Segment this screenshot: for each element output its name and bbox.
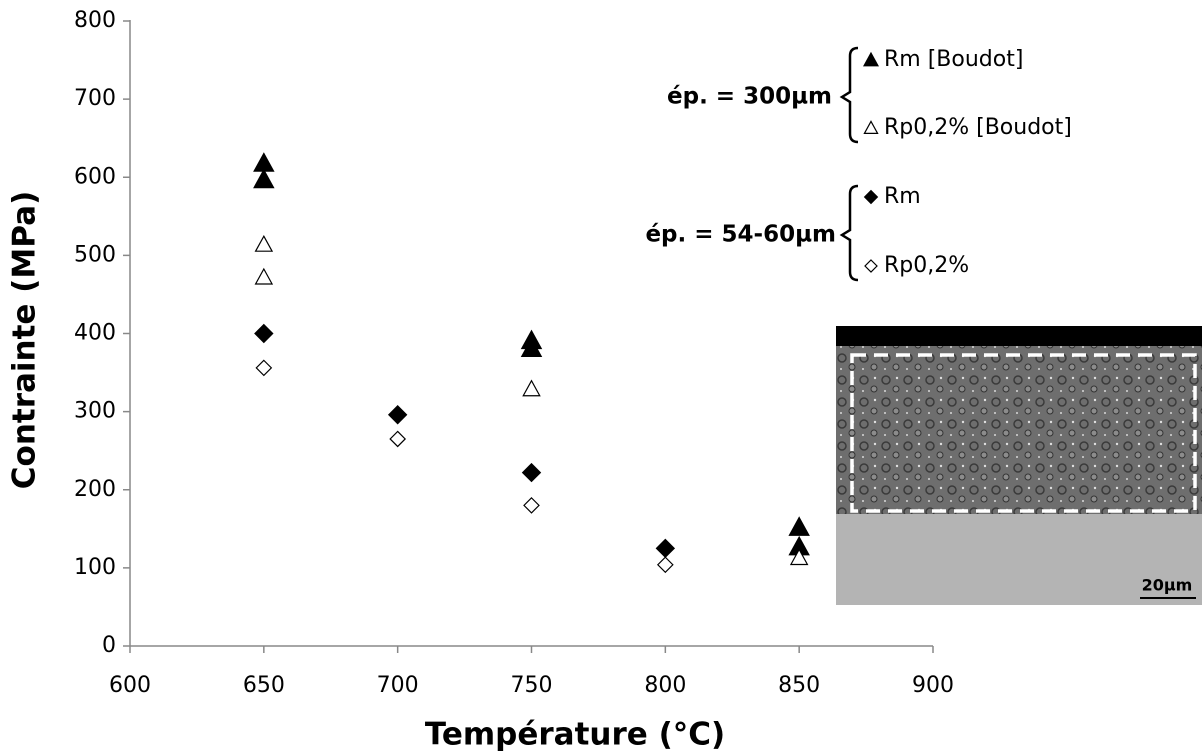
point <box>656 556 674 574</box>
legend-label: Rp0,2% [Boudot] <box>884 115 1072 140</box>
y-tick-label: 500 <box>74 242 116 267</box>
inset-coating <box>836 346 1202 514</box>
x-tick-label: 600 <box>109 673 151 698</box>
point <box>522 379 541 397</box>
legend-marker <box>863 120 879 134</box>
point <box>254 323 274 344</box>
x-tick-label: 850 <box>778 673 820 698</box>
x-tick-label: 700 <box>377 673 419 698</box>
inset-frame <box>850 353 1197 513</box>
legend-marker <box>864 259 878 273</box>
y-axis-title: Contrainte (MPa) <box>7 191 43 489</box>
x-tick-label: 800 <box>644 673 686 698</box>
point <box>254 234 274 252</box>
x-tick-label: 900 <box>912 673 954 698</box>
brace <box>839 184 859 282</box>
legend-marker <box>863 51 879 67</box>
point <box>387 405 408 425</box>
point <box>253 152 275 172</box>
point <box>789 548 809 566</box>
y-tick-label: 700 <box>74 86 116 111</box>
legend-label: Rm [Boudot] <box>884 47 1023 72</box>
brace <box>839 46 859 144</box>
y-tick-label: 600 <box>74 164 116 189</box>
annotation: ép. = 300µm <box>667 84 832 110</box>
legend-marker <box>863 189 879 205</box>
x-axis-title: Température (°C) <box>425 717 725 753</box>
y-tick-label: 200 <box>74 477 116 502</box>
point <box>389 430 407 448</box>
legend-label: Rp0,2% <box>884 253 969 278</box>
x-tick-label: 750 <box>511 673 553 698</box>
inset-micrograph: 20µm <box>836 326 1202 605</box>
y-tick-label: 800 <box>74 8 116 33</box>
point <box>523 497 540 514</box>
scale-label: 20µm <box>1142 576 1193 595</box>
point <box>655 538 676 559</box>
point <box>255 359 273 377</box>
point <box>254 267 274 285</box>
point <box>788 516 810 536</box>
y-tick-label: 100 <box>74 555 116 580</box>
point <box>520 337 543 357</box>
point <box>253 168 275 189</box>
y-tick-label: 0 <box>102 633 116 658</box>
x-tick-label: 650 <box>243 673 285 698</box>
y-tick-label: 400 <box>74 321 116 346</box>
y-tick-label: 300 <box>74 399 116 424</box>
point <box>521 462 542 483</box>
annotation: ép. = 54-60µm <box>645 222 836 248</box>
legend-label: Rm <box>884 184 921 209</box>
